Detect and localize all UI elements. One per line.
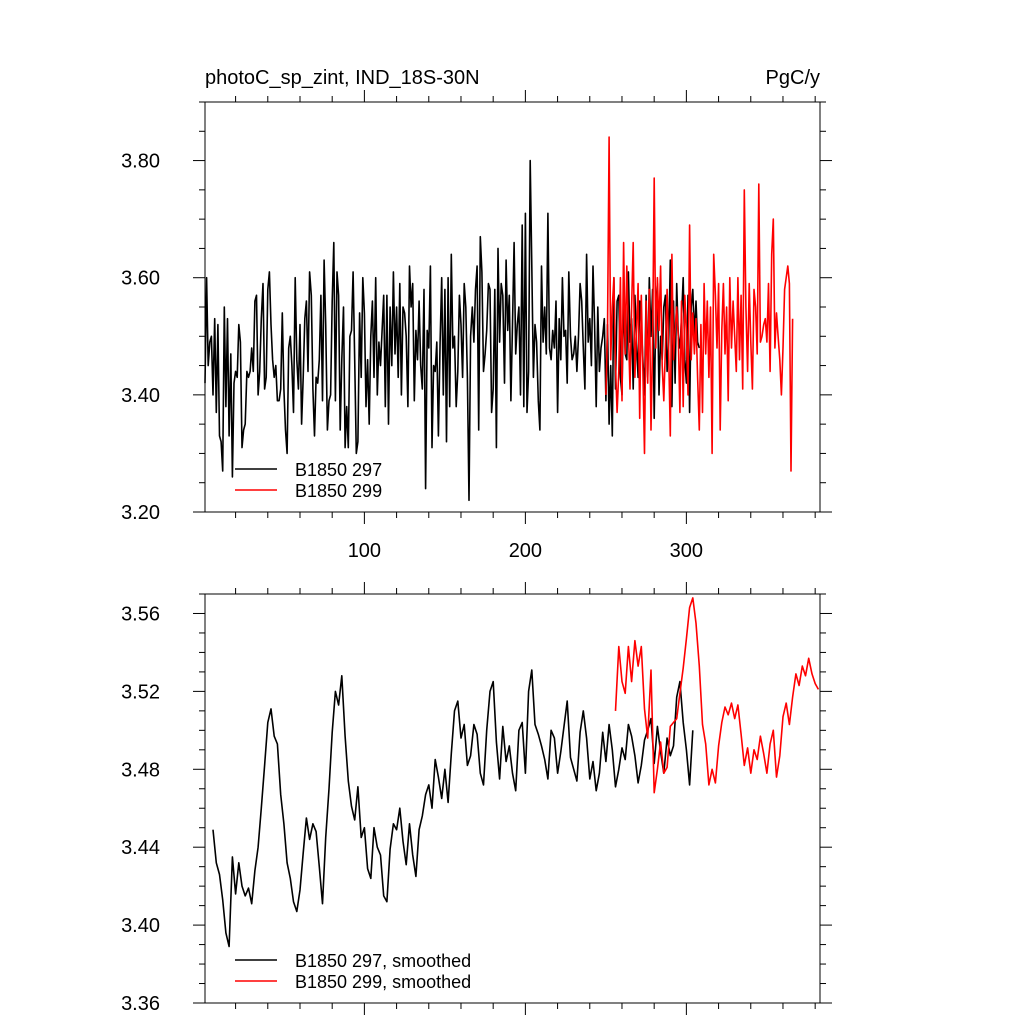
legend-label: B1850 299, smoothed bbox=[295, 972, 471, 992]
series-line-black bbox=[204, 159, 701, 502]
y-tick-label: 3.48 bbox=[121, 759, 160, 781]
y-tick-label: 3.40 bbox=[121, 915, 160, 937]
chart-title-left: photoC_sp_zint, IND_18S-30N bbox=[205, 67, 480, 89]
y-tick-label: 3.60 bbox=[121, 268, 160, 290]
x-tick-label: 100 bbox=[348, 540, 381, 562]
y-tick-label: 3.80 bbox=[121, 151, 160, 173]
series-line-red bbox=[614, 597, 820, 794]
plot-frame bbox=[204, 593, 821, 1004]
y-tick-label: 3.56 bbox=[121, 603, 160, 625]
bottom-panel: 3.36 3.40 3.44 3.48 3.52 3.56 B1850 297, smoot… bbox=[121, 582, 832, 1015]
legend-label: B1850 299 bbox=[295, 481, 382, 501]
legend-label: B1850 297, smoothed bbox=[295, 951, 471, 971]
y-tick-label: 3.52 bbox=[121, 681, 160, 703]
chart-title-right: PgC/y bbox=[766, 67, 820, 89]
y-tick-label: 3.40 bbox=[121, 385, 160, 407]
y-tick-label: 3.44 bbox=[121, 837, 160, 859]
series-line-black bbox=[212, 669, 694, 948]
legend-label: B1850 297 bbox=[295, 460, 382, 480]
series-line-red bbox=[605, 136, 794, 472]
top-panel: 100 200 300 3.20 3.40 3.60 3.80 photoC_sp_zint,… bbox=[121, 67, 832, 562]
y-tick-label: 3.36 bbox=[121, 993, 160, 1015]
x-tick-label: 200 bbox=[509, 540, 542, 562]
y-tick-label: 3.20 bbox=[121, 502, 160, 524]
x-tick-label: 300 bbox=[670, 540, 703, 562]
